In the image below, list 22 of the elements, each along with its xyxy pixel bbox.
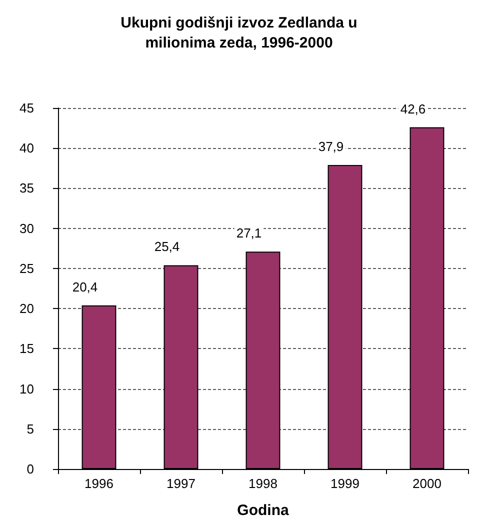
data-label: 42,6 — [400, 101, 426, 116]
y-tick-label: 25 — [20, 260, 34, 276]
x-tick-label: 1997 — [166, 476, 196, 491]
y-tick-label: 15 — [20, 341, 34, 356]
y-tick-label: 45 — [20, 100, 34, 116]
x-tick-label: 1999 — [330, 476, 360, 491]
data-label: 20,4 — [72, 279, 98, 294]
data-label: 25,4 — [154, 239, 180, 254]
y-tick-label: 20 — [20, 301, 34, 316]
x-tick-label: 1996 — [84, 476, 114, 491]
data-label: 27,1 — [236, 226, 262, 241]
y-tick-label: 10 — [20, 381, 34, 396]
chart-title: Ukupni godišnji izvoz Zedlanda u milionima zeda, 1996-2000 — [120, 14, 358, 52]
y-tick-label: 0 — [26, 462, 34, 476]
y-tick-label: 40 — [20, 140, 34, 156]
data-label: 37,9 — [318, 138, 344, 154]
y-tick-label: 35 — [20, 180, 34, 196]
x-tick-label: 1998 — [248, 476, 278, 491]
x-axis-title: Godina — [237, 502, 290, 519]
x-tick-label: 2000 — [412, 476, 442, 491]
y-tick-label: 30 — [20, 220, 34, 236]
y-tick-label: 5 — [26, 421, 34, 436]
